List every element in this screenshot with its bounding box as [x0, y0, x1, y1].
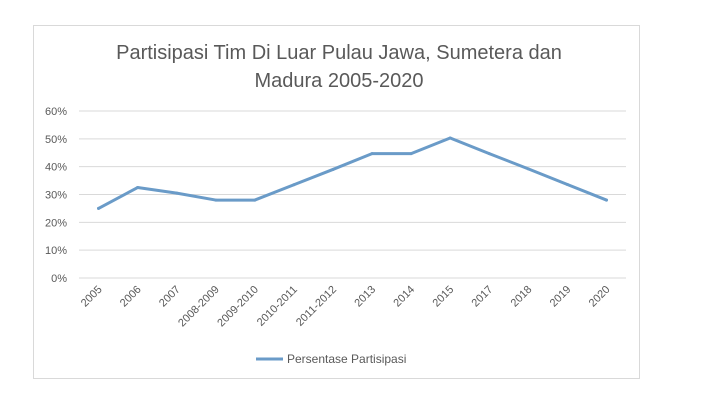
- legend: Persentase Partisipasi: [256, 352, 406, 366]
- data-point: [136, 186, 140, 190]
- data-point: [448, 136, 452, 140]
- gridlines: [79, 110, 626, 279]
- x-tick-label: 2015: [431, 284, 457, 310]
- x-tick-label: 2005: [79, 284, 105, 310]
- data-point: [331, 167, 335, 171]
- x-tick-label: 2009-2010: [215, 284, 261, 330]
- y-tick-label: 40%: [45, 162, 67, 174]
- y-tick-label: 50%: [45, 134, 67, 146]
- chart-title-line-2: Madura 2005-2020: [254, 70, 423, 92]
- chart-title-line-1: Partisipasi Tim Di Luar Pulau Jawa, Sume…: [116, 42, 562, 64]
- x-tick-label: 2011-2012: [294, 284, 339, 329]
- x-tick-label: 2018: [509, 284, 535, 310]
- y-tick-label: 10%: [45, 245, 67, 257]
- data-point: [565, 182, 569, 186]
- x-tick-label: 2020: [587, 284, 613, 310]
- legend-label: Persentase Partisipasi: [287, 352, 406, 366]
- data-point: [214, 198, 218, 202]
- x-tick-label: 2010-2011: [255, 284, 300, 329]
- data-point: [97, 206, 101, 210]
- x-tick-label: 2006: [118, 284, 144, 310]
- data-point: [253, 198, 257, 202]
- x-tick-label: 2008-2009: [176, 284, 222, 330]
- x-tick-label: 2013: [352, 284, 378, 310]
- x-tick-label: 2017: [470, 284, 496, 310]
- data-point: [487, 152, 491, 156]
- series-layer: [97, 136, 608, 210]
- data-point: [292, 183, 296, 187]
- y-tick-label: 60%: [45, 106, 67, 118]
- x-tick-label: 2014: [391, 284, 417, 310]
- y-axis-ticks: 0% 10% 20% 30% 40% 50% 60%: [45, 106, 67, 285]
- x-axis-ticks: 2005 2006 20072008-20092009-20102010-20112…: [79, 284, 613, 330]
- y-tick-label: 30%: [45, 190, 67, 202]
- data-point: [409, 152, 413, 156]
- y-tick-label: 0%: [51, 273, 67, 285]
- data-point: [175, 191, 179, 195]
- data-point: [526, 167, 530, 171]
- series-line: [97, 136, 608, 210]
- x-tick-label: 2019: [548, 284, 574, 310]
- chart-frame: Partisipasi Tim Di Luar Pulau Jawa, Sume…: [33, 25, 640, 379]
- data-point: [604, 198, 608, 202]
- x-tick-label: 2007: [157, 284, 183, 310]
- y-tick-label: 20%: [45, 217, 67, 229]
- data-point: [370, 152, 374, 156]
